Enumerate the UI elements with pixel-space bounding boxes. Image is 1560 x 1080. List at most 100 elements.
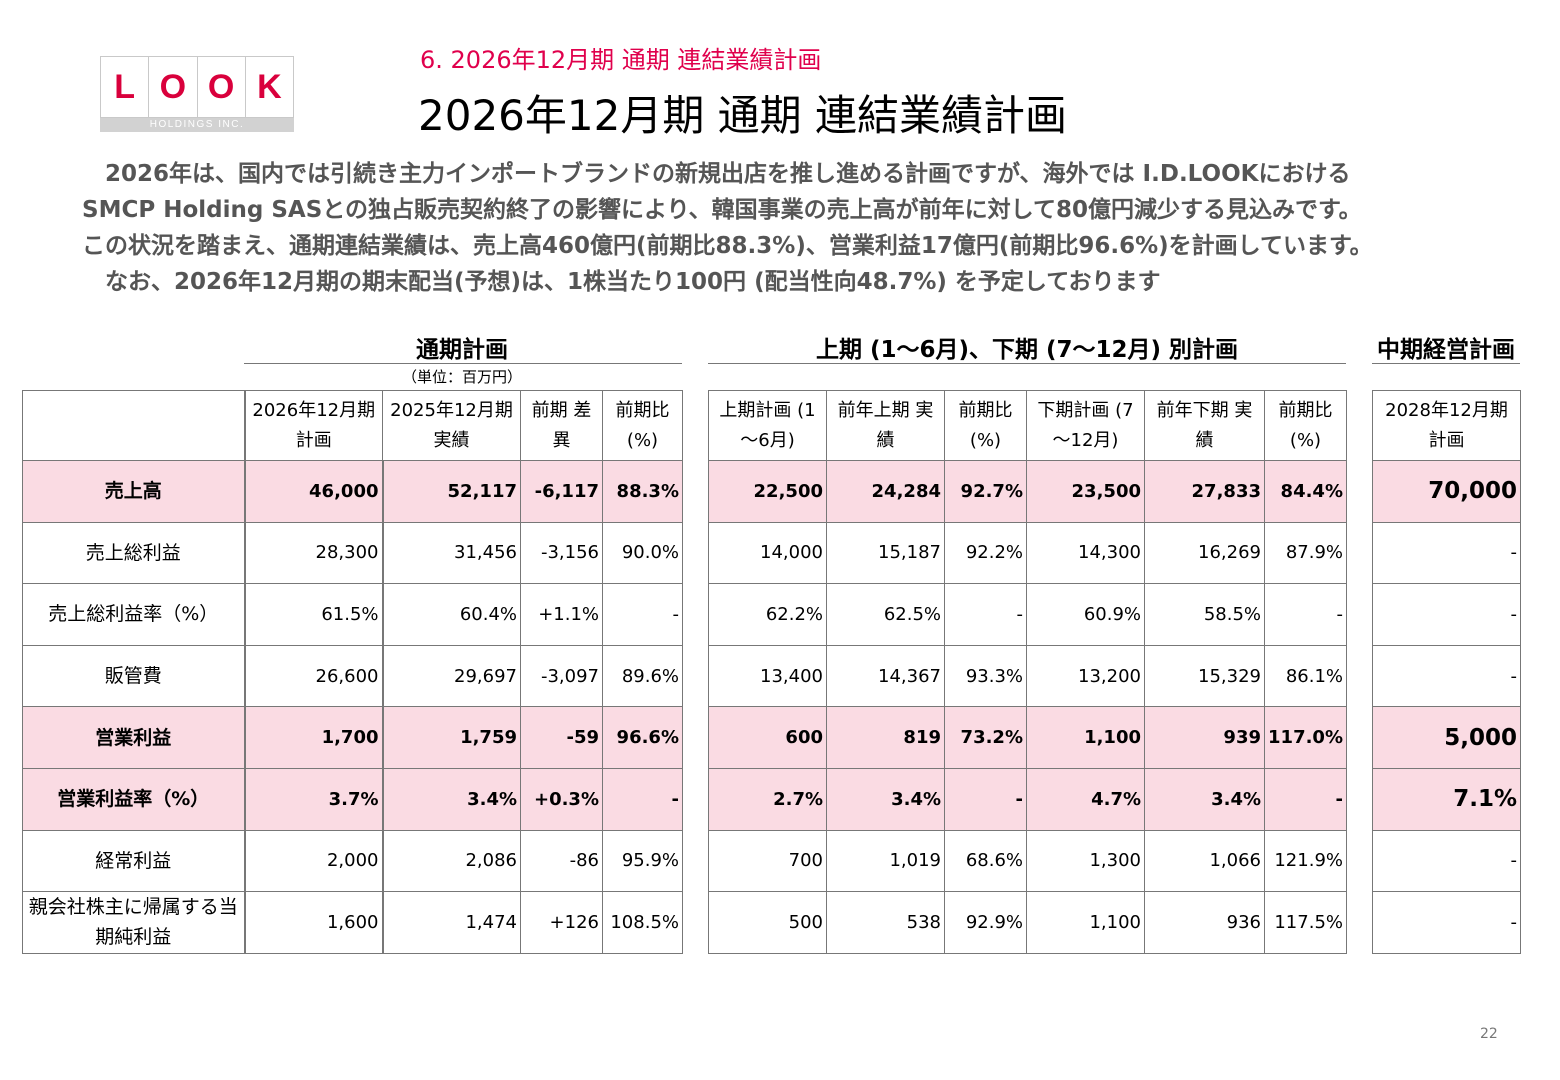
company-logo: L O O K HOLDINGS INC. xyxy=(100,56,294,132)
table-row: 親会社株主に帰属する当期純利益 1,600 1,474 +126 108.5% xyxy=(22,891,683,954)
column-header: 前年下期 実績 xyxy=(1144,390,1265,461)
table-cell: +126 xyxy=(520,891,603,954)
table-cell: 5,000 xyxy=(1372,706,1521,769)
table-cell: 58.5% xyxy=(1144,583,1265,646)
table-cell: - xyxy=(602,767,683,831)
mid-term-table: 2028年12月期 計画 70,000- - -5,000 7.1% - - xyxy=(1372,390,1521,954)
table-cell: 2.7% xyxy=(708,767,827,831)
header-blank-cell xyxy=(22,390,245,461)
table-cell: 61.5% xyxy=(243,583,384,646)
table-cell: 96.6% xyxy=(602,706,683,769)
table-cell: 2,086 xyxy=(382,829,521,893)
header-row: 2026年12月期 計画 2025年12月期 実績 前期 差異 前期比 (%) xyxy=(22,390,683,461)
table-cell: 60.9% xyxy=(1026,583,1145,646)
description: 2026年は、国内では引続き主力インポートブランドの新規出店を推し進める計画です… xyxy=(82,156,1512,300)
table-cell: 22,500 xyxy=(708,460,827,523)
table-cell: 1,759 xyxy=(382,706,521,769)
table-cell: 73.2% xyxy=(944,706,1027,769)
table-cell: - xyxy=(1372,829,1521,893)
table-row: 62.2% 62.5% -60.9% 58.5% - xyxy=(708,583,1347,646)
table-cell: 52,117 xyxy=(382,460,521,523)
divider xyxy=(708,363,1346,364)
table-cell: 3.7% xyxy=(243,767,384,831)
table-row: 営業利益率（%） 3.7% 3.4% +0.3% - xyxy=(22,767,683,831)
logo-letter: O xyxy=(148,56,197,118)
description-line: SMCP Holding SASとの独占販売契約終了の影響により、韓国事業の売上… xyxy=(82,197,1362,223)
table-row: - xyxy=(1372,829,1521,893)
full-year-table: 2026年12月期 計画 2025年12月期 実績 前期 差異 前期比 (%) 売上高 4… xyxy=(22,390,683,954)
table-cell: 600 xyxy=(708,706,827,769)
table-cell: 936 xyxy=(1144,891,1265,954)
table-cell: 86.1% xyxy=(1264,644,1347,708)
table-cell: 15,187 xyxy=(826,521,945,585)
table-row: 2.7% 3.4% -4.7% 3.4% - xyxy=(708,767,1347,831)
table-cell: 3.4% xyxy=(1144,767,1265,831)
table-cell: 1,066 xyxy=(1144,829,1265,893)
column-header: 前期比 (%) xyxy=(602,390,683,461)
mid-term-heading: 中期経営計画 xyxy=(1377,337,1515,363)
table-row: - xyxy=(1372,521,1521,585)
table-cell: 4.7% xyxy=(1026,767,1145,831)
table-row: 売上高 46,000 52,117 -6,117 88.3% xyxy=(22,460,683,523)
table-cell: 1,100 xyxy=(1026,891,1145,954)
table-cell: 92.2% xyxy=(944,521,1027,585)
logo-letter: K xyxy=(244,56,294,118)
description-line: なお、2026年12月期の期末配当(予想)は、1株当たり100円 (配当性向48… xyxy=(82,269,1161,295)
table-row: 600 819 73.2% 1,100 939 117.0% xyxy=(708,706,1347,769)
table-cell: 939 xyxy=(1144,706,1265,769)
table-cell: - xyxy=(1372,521,1521,585)
table-cell: 117.5% xyxy=(1264,891,1347,954)
table-cell: 84.4% xyxy=(1264,460,1347,523)
table-cell: 31,456 xyxy=(382,521,521,585)
full-year-heading: 通期計画 xyxy=(416,337,508,363)
header-row: 2028年12月期 計画 xyxy=(1372,390,1521,461)
table-cell: 15,329 xyxy=(1144,644,1265,708)
table-cell: -59 xyxy=(520,706,603,769)
table-row: 5,000 xyxy=(1372,706,1521,769)
table-row: - xyxy=(1372,583,1521,646)
table-cell: 1,700 xyxy=(243,706,384,769)
table-row: 売上総利益率（%） 61.5% 60.4% +1.1% - xyxy=(22,583,683,646)
table-cell: 108.5% xyxy=(602,891,683,954)
column-header: 前期 差異 xyxy=(520,390,603,461)
table-row: 売上総利益 28,300 31,456 -3,156 90.0% xyxy=(22,521,683,585)
table-cell: - xyxy=(602,583,683,646)
row-label: 親会社株主に帰属する当期純利益 xyxy=(22,891,245,954)
table-cell: -6,117 xyxy=(520,460,603,523)
table-row: 経常利益 2,000 2,086 -86 95.9% xyxy=(22,829,683,893)
table-cell: 14,300 xyxy=(1026,521,1145,585)
table-cell: 93.3% xyxy=(944,644,1027,708)
table-cell: 13,400 xyxy=(708,644,827,708)
table-cell: 13,200 xyxy=(1026,644,1145,708)
table-cell: 14,367 xyxy=(826,644,945,708)
row-label: 売上総利益 xyxy=(22,521,245,585)
table-cell: -3,156 xyxy=(520,521,603,585)
table-cell: 90.0% xyxy=(602,521,683,585)
page-title: 2026年12月期 通期 連結業績計画 xyxy=(418,91,1068,140)
table-cell: 92.7% xyxy=(944,460,1027,523)
table-cell: 26,600 xyxy=(243,644,384,708)
table-cell: +1.1% xyxy=(520,583,603,646)
table-cell: 117.0% xyxy=(1264,706,1347,769)
page-number: 22 xyxy=(1480,1026,1498,1042)
table-cell: 7.1% xyxy=(1372,767,1521,831)
table-cell: - xyxy=(944,767,1027,831)
table-cell: 24,284 xyxy=(826,460,945,523)
logo-letter: O xyxy=(196,56,245,118)
table-cell: 16,269 xyxy=(1144,521,1265,585)
table-cell: 3.4% xyxy=(382,767,521,831)
column-header: 2028年12月期 計画 xyxy=(1372,390,1521,461)
column-header: 前期比 (%) xyxy=(1264,390,1347,461)
table-cell: 700 xyxy=(708,829,827,893)
table-cell: - xyxy=(1372,583,1521,646)
divider xyxy=(244,363,682,364)
table-cell: 29,697 xyxy=(382,644,521,708)
table-cell: -3,097 xyxy=(520,644,603,708)
column-header: 下期計画 (7～12月) xyxy=(1026,390,1145,461)
table-row: 14,000 15,187 92.2% 14,300 16,269 87.9% xyxy=(708,521,1347,585)
table-cell: 500 xyxy=(708,891,827,954)
table-cell: 1,019 xyxy=(826,829,945,893)
header-row: 上期計画 (1～6月) 前年上期 実績 前期比 (%) 下期計画 (7～12月) 前年下… xyxy=(708,390,1347,461)
table-row: 22,500 24,284 92.7% 23,500 27,833 84.4% xyxy=(708,460,1347,523)
divider xyxy=(1372,363,1520,364)
